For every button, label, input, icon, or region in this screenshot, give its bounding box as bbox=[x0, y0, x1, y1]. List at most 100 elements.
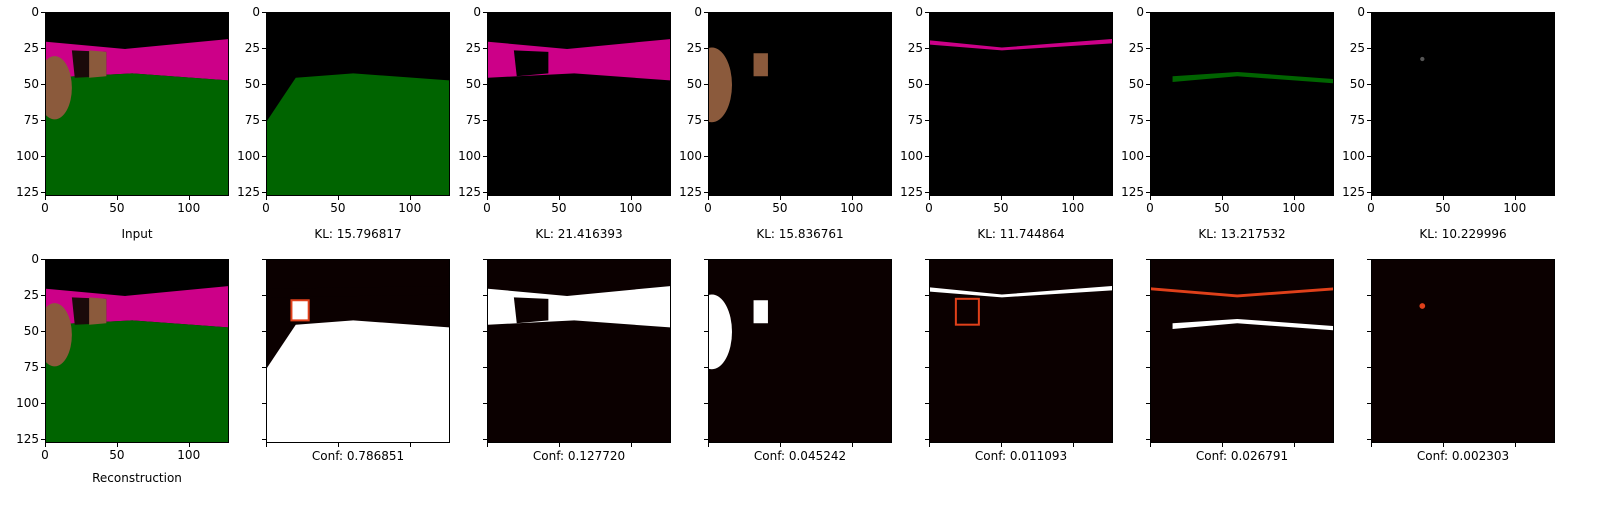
y-tick-mark bbox=[704, 12, 708, 13]
y-tick-label: 100 bbox=[900, 148, 923, 163]
x-tick-mark bbox=[116, 196, 118, 200]
y-tick-mark bbox=[704, 47, 708, 49]
x-tick-mark bbox=[1442, 443, 1444, 447]
x-tick-mark bbox=[1150, 196, 1151, 200]
y-tick-mark bbox=[704, 83, 708, 85]
y-tick-mark bbox=[1367, 191, 1371, 193]
panel-image bbox=[267, 260, 449, 442]
y-tick-mark bbox=[41, 366, 45, 368]
x-tick-label: 50 bbox=[330, 201, 346, 215]
x-tick-mark bbox=[708, 443, 709, 447]
x-tick-mark bbox=[1514, 196, 1516, 200]
box-mask bbox=[753, 300, 768, 324]
y-tick-label: 75 bbox=[23, 359, 39, 374]
y-tick-mark bbox=[925, 294, 929, 296]
y-tick-label: 50 bbox=[1349, 76, 1365, 91]
y-tick-mark bbox=[1146, 83, 1150, 85]
box-object bbox=[89, 297, 107, 325]
x-tick-label: 100 bbox=[619, 201, 643, 215]
y-tick-mark bbox=[262, 438, 266, 440]
y-tick-mark bbox=[41, 294, 45, 296]
faint-dot bbox=[1419, 303, 1426, 309]
floor-mask bbox=[267, 320, 449, 442]
y-tick-mark bbox=[483, 83, 487, 85]
caption-kl-1: KL: 15.796817 bbox=[314, 227, 402, 241]
y-tick-label: 75 bbox=[244, 112, 260, 127]
y-tick-label: 100 bbox=[679, 148, 702, 163]
x-tick-label: 0 bbox=[1146, 201, 1154, 215]
y-tick-mark bbox=[1146, 294, 1150, 296]
y-tick-label: 25 bbox=[1349, 40, 1365, 55]
x-tick-mark bbox=[1072, 443, 1074, 447]
x-tick-label: 0 bbox=[41, 448, 49, 462]
y-tick-mark bbox=[1146, 191, 1150, 193]
y-tick-mark bbox=[262, 402, 266, 404]
y-tick-mark bbox=[1146, 366, 1150, 368]
y-tick-mark bbox=[483, 119, 487, 121]
caption-conf-3: Conf: 0.045242 bbox=[753, 449, 847, 463]
panel-image bbox=[709, 260, 891, 442]
y-tick-mark bbox=[41, 12, 45, 13]
y-tick-mark bbox=[704, 191, 708, 193]
hand-mask bbox=[709, 294, 732, 370]
x-tick-label: 100 bbox=[1282, 201, 1306, 215]
y-tick-label: 0 bbox=[31, 252, 39, 266]
y-tick-mark bbox=[1367, 259, 1371, 260]
x-tick-mark bbox=[1221, 196, 1223, 200]
x-tick-mark bbox=[487, 196, 488, 200]
panel-image bbox=[46, 260, 228, 442]
y-tick-mark bbox=[1367, 47, 1371, 49]
y-tick-mark bbox=[1367, 294, 1371, 296]
window-highlight bbox=[290, 299, 310, 322]
y-tick-mark bbox=[704, 330, 708, 332]
y-tick-mark bbox=[483, 330, 487, 332]
caption-conf-5: Conf: 0.026791 bbox=[1195, 449, 1289, 463]
y-tick-mark bbox=[704, 294, 708, 296]
bottom-panel-2 bbox=[487, 259, 671, 443]
x-tick-label: 50 bbox=[993, 201, 1009, 215]
caption-conf-1: Conf: 0.786851 bbox=[311, 449, 405, 463]
y-tick-mark bbox=[1367, 155, 1371, 157]
y-tick-label: 50 bbox=[23, 76, 39, 91]
y-tick-mark bbox=[262, 119, 266, 121]
x-tick-mark bbox=[188, 196, 190, 200]
y-tick-mark bbox=[1146, 119, 1150, 121]
caption-conf-4: Conf: 0.011093 bbox=[974, 449, 1068, 463]
y-tick-mark bbox=[262, 366, 266, 368]
caption-kl-6: KL: 10.229996 bbox=[1419, 227, 1507, 241]
bottom-panel-4 bbox=[929, 259, 1113, 443]
y-tick-label: 125 bbox=[679, 184, 702, 199]
y-tick-mark bbox=[925, 155, 929, 157]
y-tick-label: 100 bbox=[1121, 148, 1144, 163]
y-tick-mark bbox=[262, 12, 266, 13]
panel-background bbox=[709, 260, 891, 442]
x-tick-label: 100 bbox=[177, 201, 201, 215]
top-panel-6 bbox=[1371, 12, 1555, 196]
x-tick-mark bbox=[851, 443, 853, 447]
y-tick-mark bbox=[483, 155, 487, 157]
y-tick-label: 125 bbox=[458, 184, 481, 199]
y-tick-mark bbox=[1367, 12, 1371, 13]
x-tick-mark bbox=[1371, 196, 1372, 200]
y-tick-label: 25 bbox=[23, 40, 39, 55]
y-tick-mark bbox=[262, 83, 266, 85]
x-tick-label: 50 bbox=[772, 201, 788, 215]
y-tick-label: 125 bbox=[900, 184, 923, 199]
box-object bbox=[89, 50, 107, 78]
y-tick-mark bbox=[925, 191, 929, 193]
bottom-panel-5 bbox=[1150, 259, 1334, 443]
y-tick-label: 25 bbox=[465, 40, 481, 55]
top-panel-0 bbox=[45, 12, 229, 196]
hand-mask bbox=[709, 47, 732, 123]
x-tick-mark bbox=[188, 443, 190, 447]
floor-region bbox=[46, 73, 228, 195]
y-tick-mark bbox=[262, 155, 266, 157]
y-tick-mark bbox=[925, 438, 929, 440]
x-tick-label: 50 bbox=[1214, 201, 1230, 215]
x-tick-mark bbox=[779, 443, 781, 447]
panel-background bbox=[1372, 260, 1554, 442]
y-tick-label: 50 bbox=[907, 76, 923, 91]
y-tick-mark bbox=[704, 402, 708, 404]
y-tick-mark bbox=[704, 438, 708, 440]
x-tick-mark bbox=[266, 443, 267, 447]
